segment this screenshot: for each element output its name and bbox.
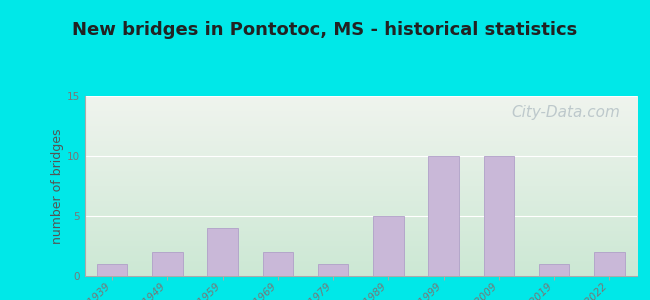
Bar	[318, 264, 348, 276]
Bar	[373, 216, 404, 276]
Bar	[594, 252, 625, 276]
Text: City-Data.com: City-Data.com	[512, 105, 620, 120]
Bar	[428, 156, 459, 276]
Bar	[263, 252, 293, 276]
Bar	[539, 264, 569, 276]
Bar	[484, 156, 514, 276]
Bar	[207, 228, 238, 276]
Bar	[152, 252, 183, 276]
Bar	[97, 264, 127, 276]
Y-axis label: number of bridges: number of bridges	[51, 128, 64, 244]
Text: New bridges in Pontotoc, MS - historical statistics: New bridges in Pontotoc, MS - historical…	[72, 21, 578, 39]
